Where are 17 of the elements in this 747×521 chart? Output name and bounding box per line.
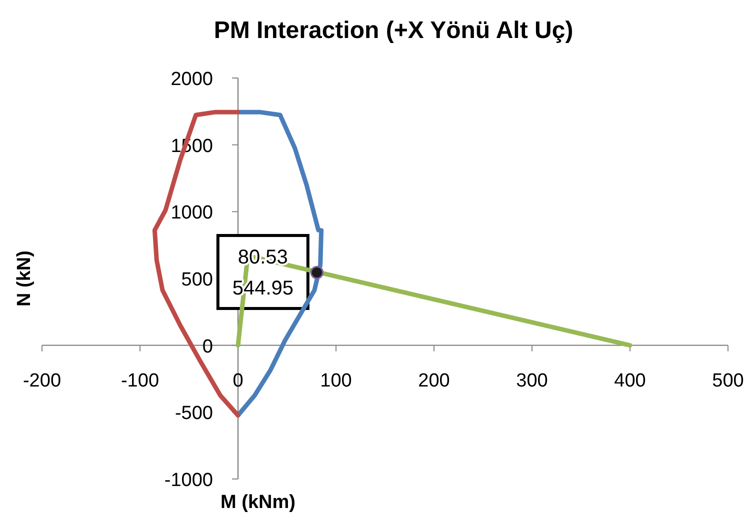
y-tick-label: -500 xyxy=(174,403,213,424)
x-tick-label: 100 xyxy=(320,370,352,392)
y-tick-label: 1000 xyxy=(170,202,213,224)
x-tick-label: 300 xyxy=(516,370,548,392)
y-tick-label: 2000 xyxy=(170,69,213,90)
y-axis-title: N (kN) xyxy=(14,250,35,306)
y-tick-label: 0 xyxy=(202,336,213,358)
x-tick-label: 500 xyxy=(712,370,744,392)
x-tick-label: -200 xyxy=(22,370,62,392)
y-tick-label: -1000 xyxy=(164,470,213,491)
y-tick-label: 500 xyxy=(181,270,213,290)
chart-title: PM Interaction (+X Yönü Alt Uç) xyxy=(214,17,574,44)
x-tick-label: -100 xyxy=(120,370,160,392)
x-axis-title: M (kNm) xyxy=(220,492,296,513)
x-tick-label: 400 xyxy=(614,370,646,392)
x-tick-label: 0 xyxy=(232,370,244,392)
x-tick-label: 200 xyxy=(418,370,450,392)
